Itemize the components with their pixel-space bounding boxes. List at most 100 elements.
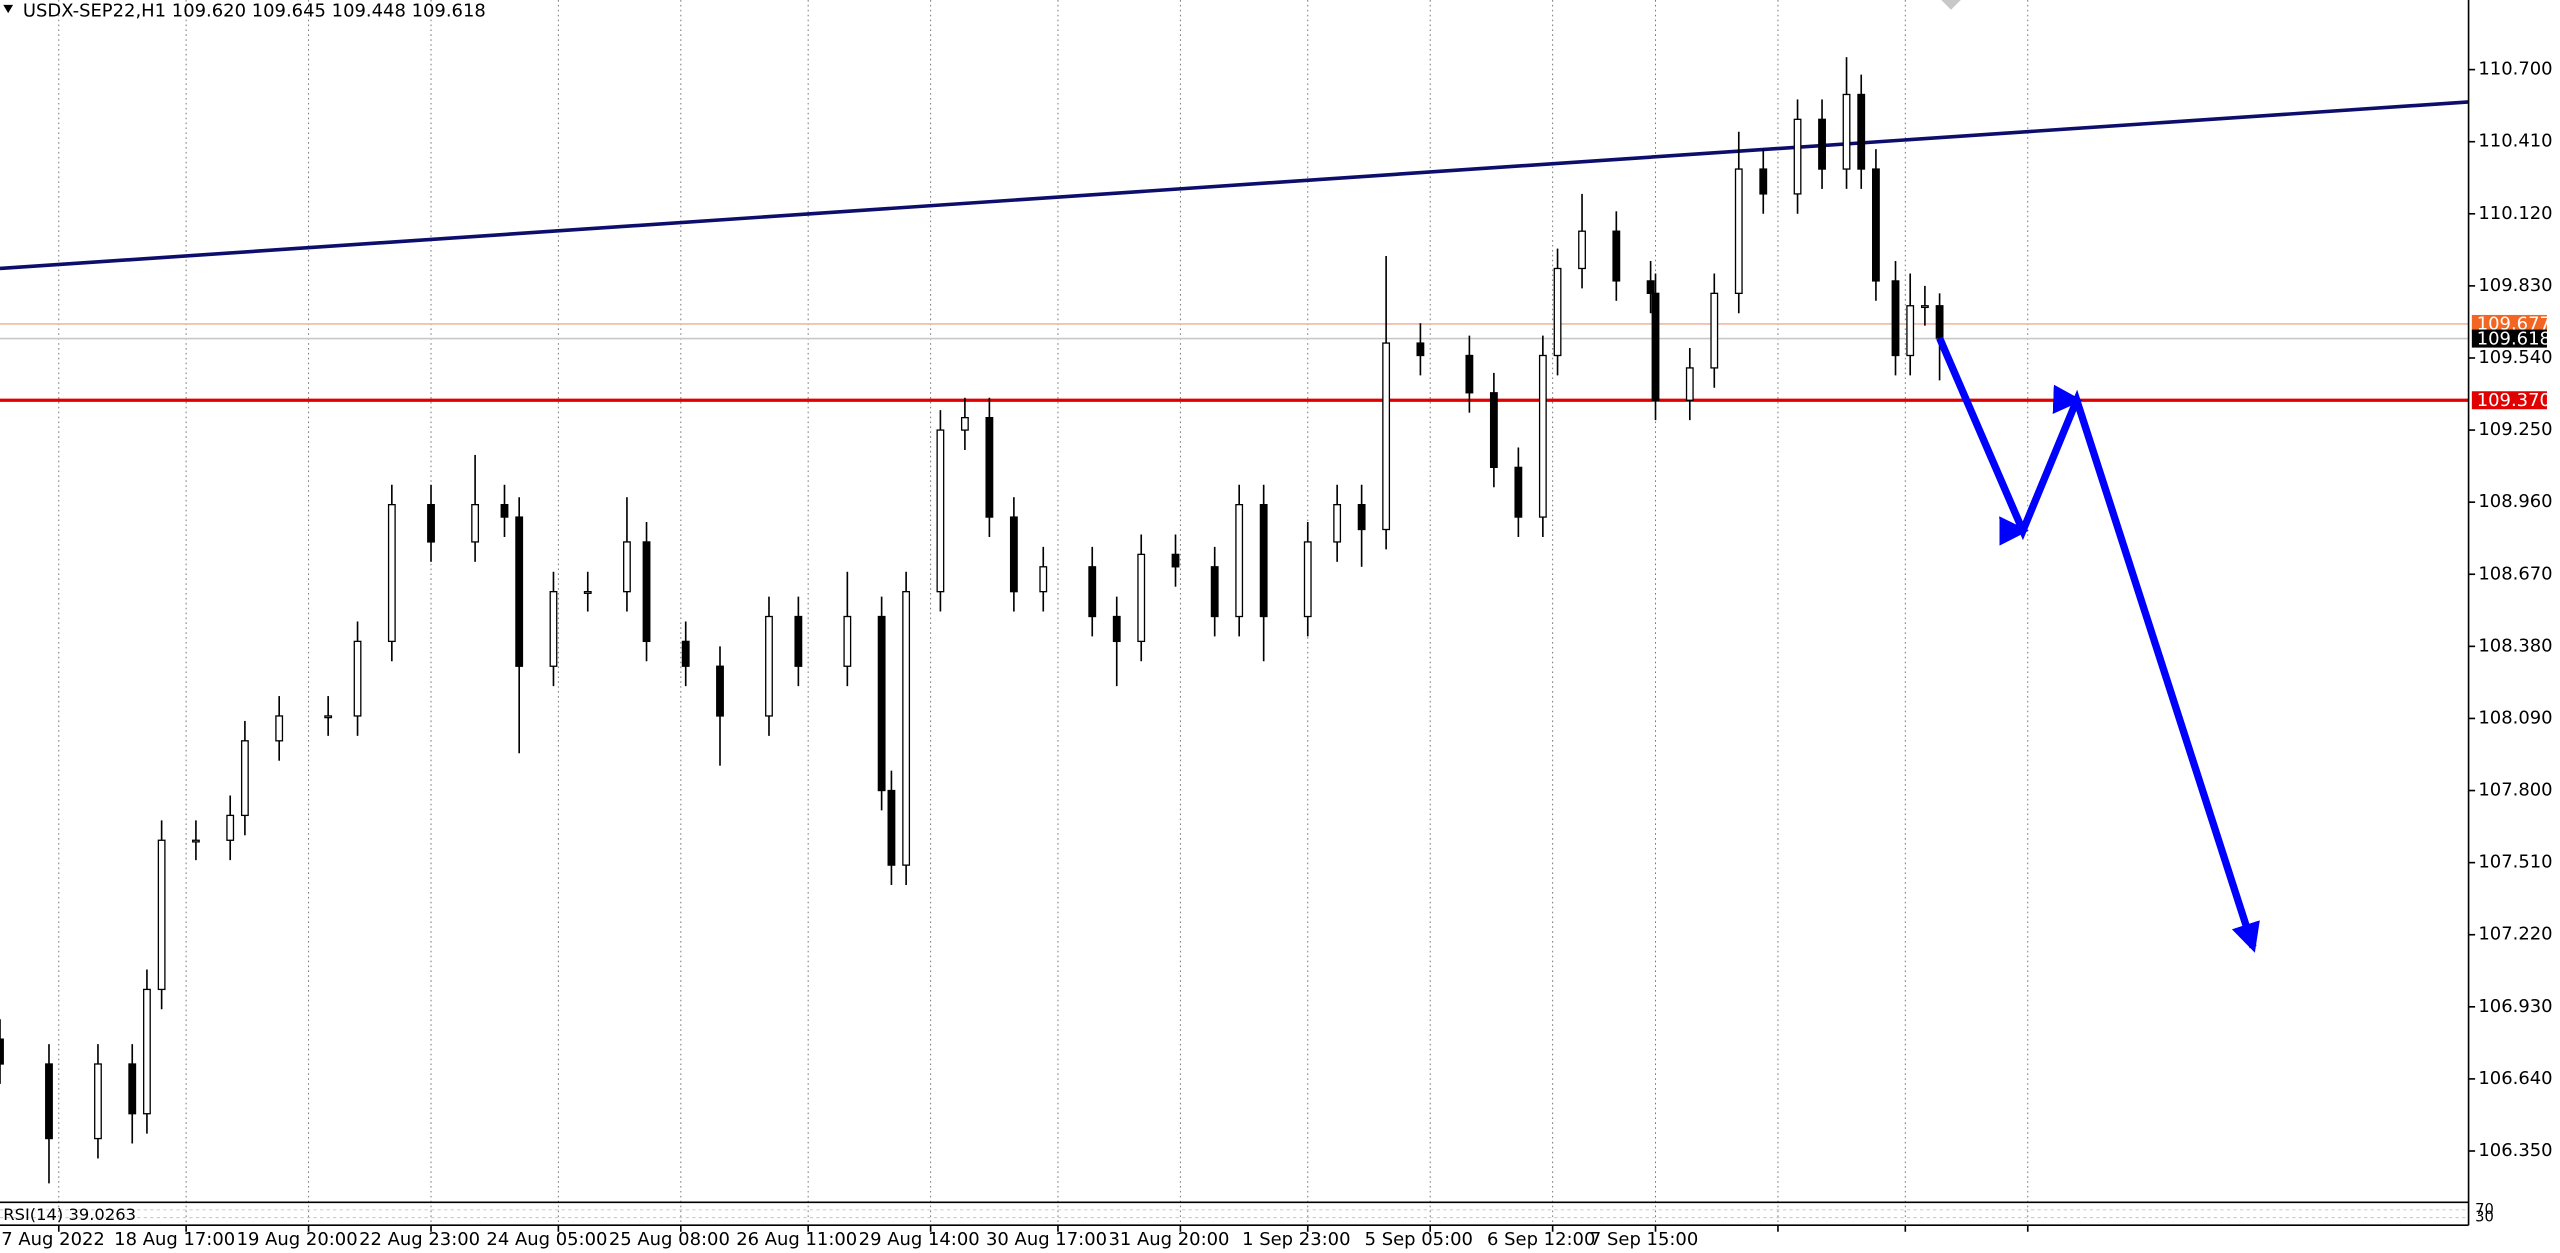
header-toggle[interactable] xyxy=(3,4,14,14)
y-tick-label: 108.960 xyxy=(2478,491,2552,512)
y-tick-label: 106.350 xyxy=(2478,1140,2552,1161)
candle-body xyxy=(1553,267,1562,357)
price-label-box xyxy=(2471,329,2547,348)
candle-body xyxy=(1357,503,1366,531)
x-tick-label: 22 Aug 23:00 xyxy=(359,1229,480,1250)
candle-body xyxy=(1685,367,1694,401)
candle-body xyxy=(1891,280,1900,357)
y-tick-label: 108.090 xyxy=(2478,707,2552,728)
candle-body xyxy=(0,1038,4,1065)
candle-body xyxy=(1137,553,1146,643)
candle-body xyxy=(681,640,690,667)
x-tick-label: 1 Sep 23:00 xyxy=(1242,1229,1350,1250)
candle-body xyxy=(471,503,480,543)
header-text: USDX-SEP22,H1 109.620 109.645 109.448 10… xyxy=(23,0,486,21)
candle-body xyxy=(192,839,200,843)
trend-line xyxy=(0,100,2469,271)
indicator-tick-label: 30 xyxy=(2475,1209,2494,1226)
candle-body xyxy=(1210,566,1219,618)
candle-body xyxy=(94,1063,102,1140)
y-tick-label: 110.700 xyxy=(2478,59,2552,80)
candle-body xyxy=(1872,168,1880,282)
y-tick-label: 110.410 xyxy=(2478,131,2552,152)
candle-body xyxy=(128,1063,137,1115)
y-tick-label: 108.380 xyxy=(2478,635,2552,656)
candle-body xyxy=(1578,230,1586,270)
candle-body xyxy=(985,416,994,518)
forecast-arrow xyxy=(1936,336,2260,953)
candle-body xyxy=(1303,541,1312,618)
candle-body xyxy=(1259,503,1268,618)
candle-body xyxy=(515,516,524,667)
y-tick-label: 107.800 xyxy=(2478,780,2552,801)
candle-body xyxy=(1235,503,1244,618)
candle-body xyxy=(1489,392,1498,469)
x-tick-label: 26 Aug 11:00 xyxy=(736,1229,857,1250)
candle-body xyxy=(902,591,911,866)
x-tick-label: 6 Sep 12:00 xyxy=(1487,1229,1595,1250)
candle-body xyxy=(1009,516,1018,593)
x-tick-label: 5 Sep 05:00 xyxy=(1365,1229,1473,1250)
candle-body xyxy=(1416,342,1425,357)
indicator-tick-label: 70 xyxy=(2475,1201,2494,1218)
candle-body xyxy=(143,988,151,1115)
candle-body xyxy=(887,789,896,866)
candle-body xyxy=(1842,93,1851,170)
candle-body xyxy=(1935,305,1944,339)
candle-body xyxy=(353,640,362,717)
candle-body xyxy=(240,740,249,817)
price-label: 109.618 xyxy=(2477,328,2551,349)
candle-body xyxy=(1759,168,1768,195)
candle-body xyxy=(1538,354,1547,518)
candle-body xyxy=(549,591,558,667)
candle-body xyxy=(1612,230,1621,282)
candle-body xyxy=(1382,342,1391,531)
x-tick-label: 17 Aug 2022 xyxy=(0,1229,105,1250)
candle-body xyxy=(45,1063,53,1140)
plot xyxy=(0,57,2469,1184)
candle-body xyxy=(936,429,945,593)
candle-body xyxy=(623,541,631,593)
y-tick-label: 109.250 xyxy=(2478,419,2552,440)
candle-body xyxy=(1906,305,1915,357)
y-tick-label: 106.930 xyxy=(2478,996,2552,1017)
candle-body xyxy=(275,715,284,742)
candle-body xyxy=(387,503,396,643)
candle-body xyxy=(1920,305,1929,309)
x-tick-label: 7 Sep 15:00 xyxy=(1590,1229,1698,1250)
candle-body xyxy=(642,541,651,643)
x-tick-label: 29 Aug 14:00 xyxy=(859,1229,980,1250)
indicator-label: RSI(14) 39.0263 xyxy=(3,1205,136,1224)
candle-body xyxy=(157,839,166,991)
candle-body xyxy=(1651,292,1660,401)
candle-body xyxy=(1646,280,1655,294)
candle-body xyxy=(427,503,435,543)
candle-body xyxy=(1514,466,1523,518)
candle-body xyxy=(1857,93,1866,170)
candle-body xyxy=(794,615,803,667)
candle-body xyxy=(226,814,235,841)
y-tick-label: 108.670 xyxy=(2478,563,2552,584)
price-label-box xyxy=(2471,314,2547,333)
candle-body xyxy=(1465,354,1474,394)
candle-body xyxy=(1818,118,1826,170)
candle-body xyxy=(583,591,592,594)
candle-body xyxy=(1171,553,1180,568)
candle-body xyxy=(1039,566,1048,593)
x-tick-label: 19 Aug 20:00 xyxy=(237,1229,358,1250)
candle-body xyxy=(1710,292,1719,369)
y-tick-label: 107.220 xyxy=(2478,924,2552,945)
candle-body xyxy=(1793,118,1802,195)
scroll-marker xyxy=(1941,0,1961,10)
price-label: 109.370 xyxy=(2477,390,2551,411)
candle-body xyxy=(324,715,333,719)
y-tick-label: 109.540 xyxy=(2478,347,2552,368)
y-tick-label: 107.510 xyxy=(2478,852,2552,873)
y-tick-label: 109.830 xyxy=(2478,275,2552,296)
price-label: 109.677 xyxy=(2477,314,2551,335)
x-tick-label: 31 Aug 20:00 xyxy=(1108,1229,1229,1250)
grid xyxy=(0,0,2469,1226)
